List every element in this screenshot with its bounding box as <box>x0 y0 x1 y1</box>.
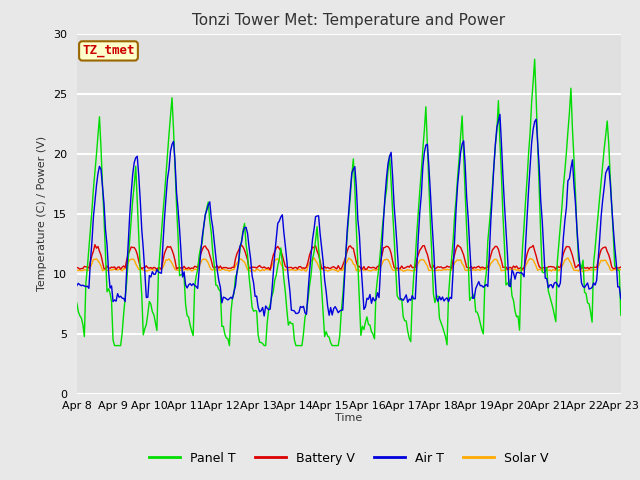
X-axis label: Time: Time <box>335 413 362 422</box>
Title: Tonzi Tower Met: Temperature and Power: Tonzi Tower Met: Temperature and Power <box>192 13 506 28</box>
Text: TZ_tmet: TZ_tmet <box>82 44 135 58</box>
Legend: Panel T, Battery V, Air T, Solar V: Panel T, Battery V, Air T, Solar V <box>144 447 554 469</box>
Y-axis label: Temperature (C) / Power (V): Temperature (C) / Power (V) <box>37 136 47 291</box>
